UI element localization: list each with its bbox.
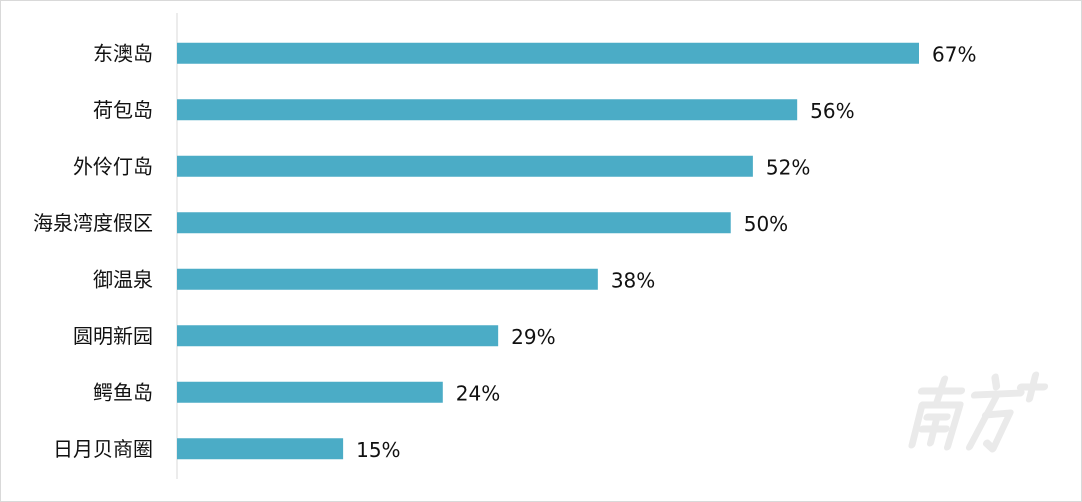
bar-7: [177, 438, 344, 460]
bar-3: [177, 212, 731, 234]
value-labels-group: 67% 56% 52% 50% 38% 29% 24% 15%: [356, 42, 976, 462]
category-label-5: 圆明新园: [73, 324, 153, 348]
bar-4: [177, 268, 598, 290]
value-label-2: 52%: [766, 155, 810, 179]
category-label-3: 海泉湾度假区: [33, 211, 153, 235]
value-label-3: 50%: [744, 212, 788, 236]
value-label-1: 56%: [810, 99, 854, 123]
category-label-6: 鳄鱼岛: [93, 380, 153, 404]
category-label-0: 东澳岛: [93, 41, 153, 65]
nanfang-plus-watermark-logo: [908, 371, 1049, 453]
category-label-4: 御温泉: [93, 267, 153, 291]
value-label-6: 24%: [456, 381, 500, 405]
value-label-4: 38%: [611, 268, 655, 292]
category-label-2: 外伶仃岛: [73, 154, 153, 178]
bar-0: [177, 42, 919, 64]
bar-2: [177, 155, 753, 177]
category-label-7: 日月贝商圈: [53, 437, 153, 461]
bar-5: [177, 325, 499, 347]
bars-group: [177, 42, 919, 460]
value-label-5: 29%: [511, 325, 555, 349]
bar-6: [177, 381, 443, 403]
value-label-7: 15%: [356, 438, 400, 462]
category-label-1: 荷包岛: [93, 98, 153, 122]
value-label-0: 67%: [932, 42, 976, 66]
bar-1: [177, 99, 798, 121]
